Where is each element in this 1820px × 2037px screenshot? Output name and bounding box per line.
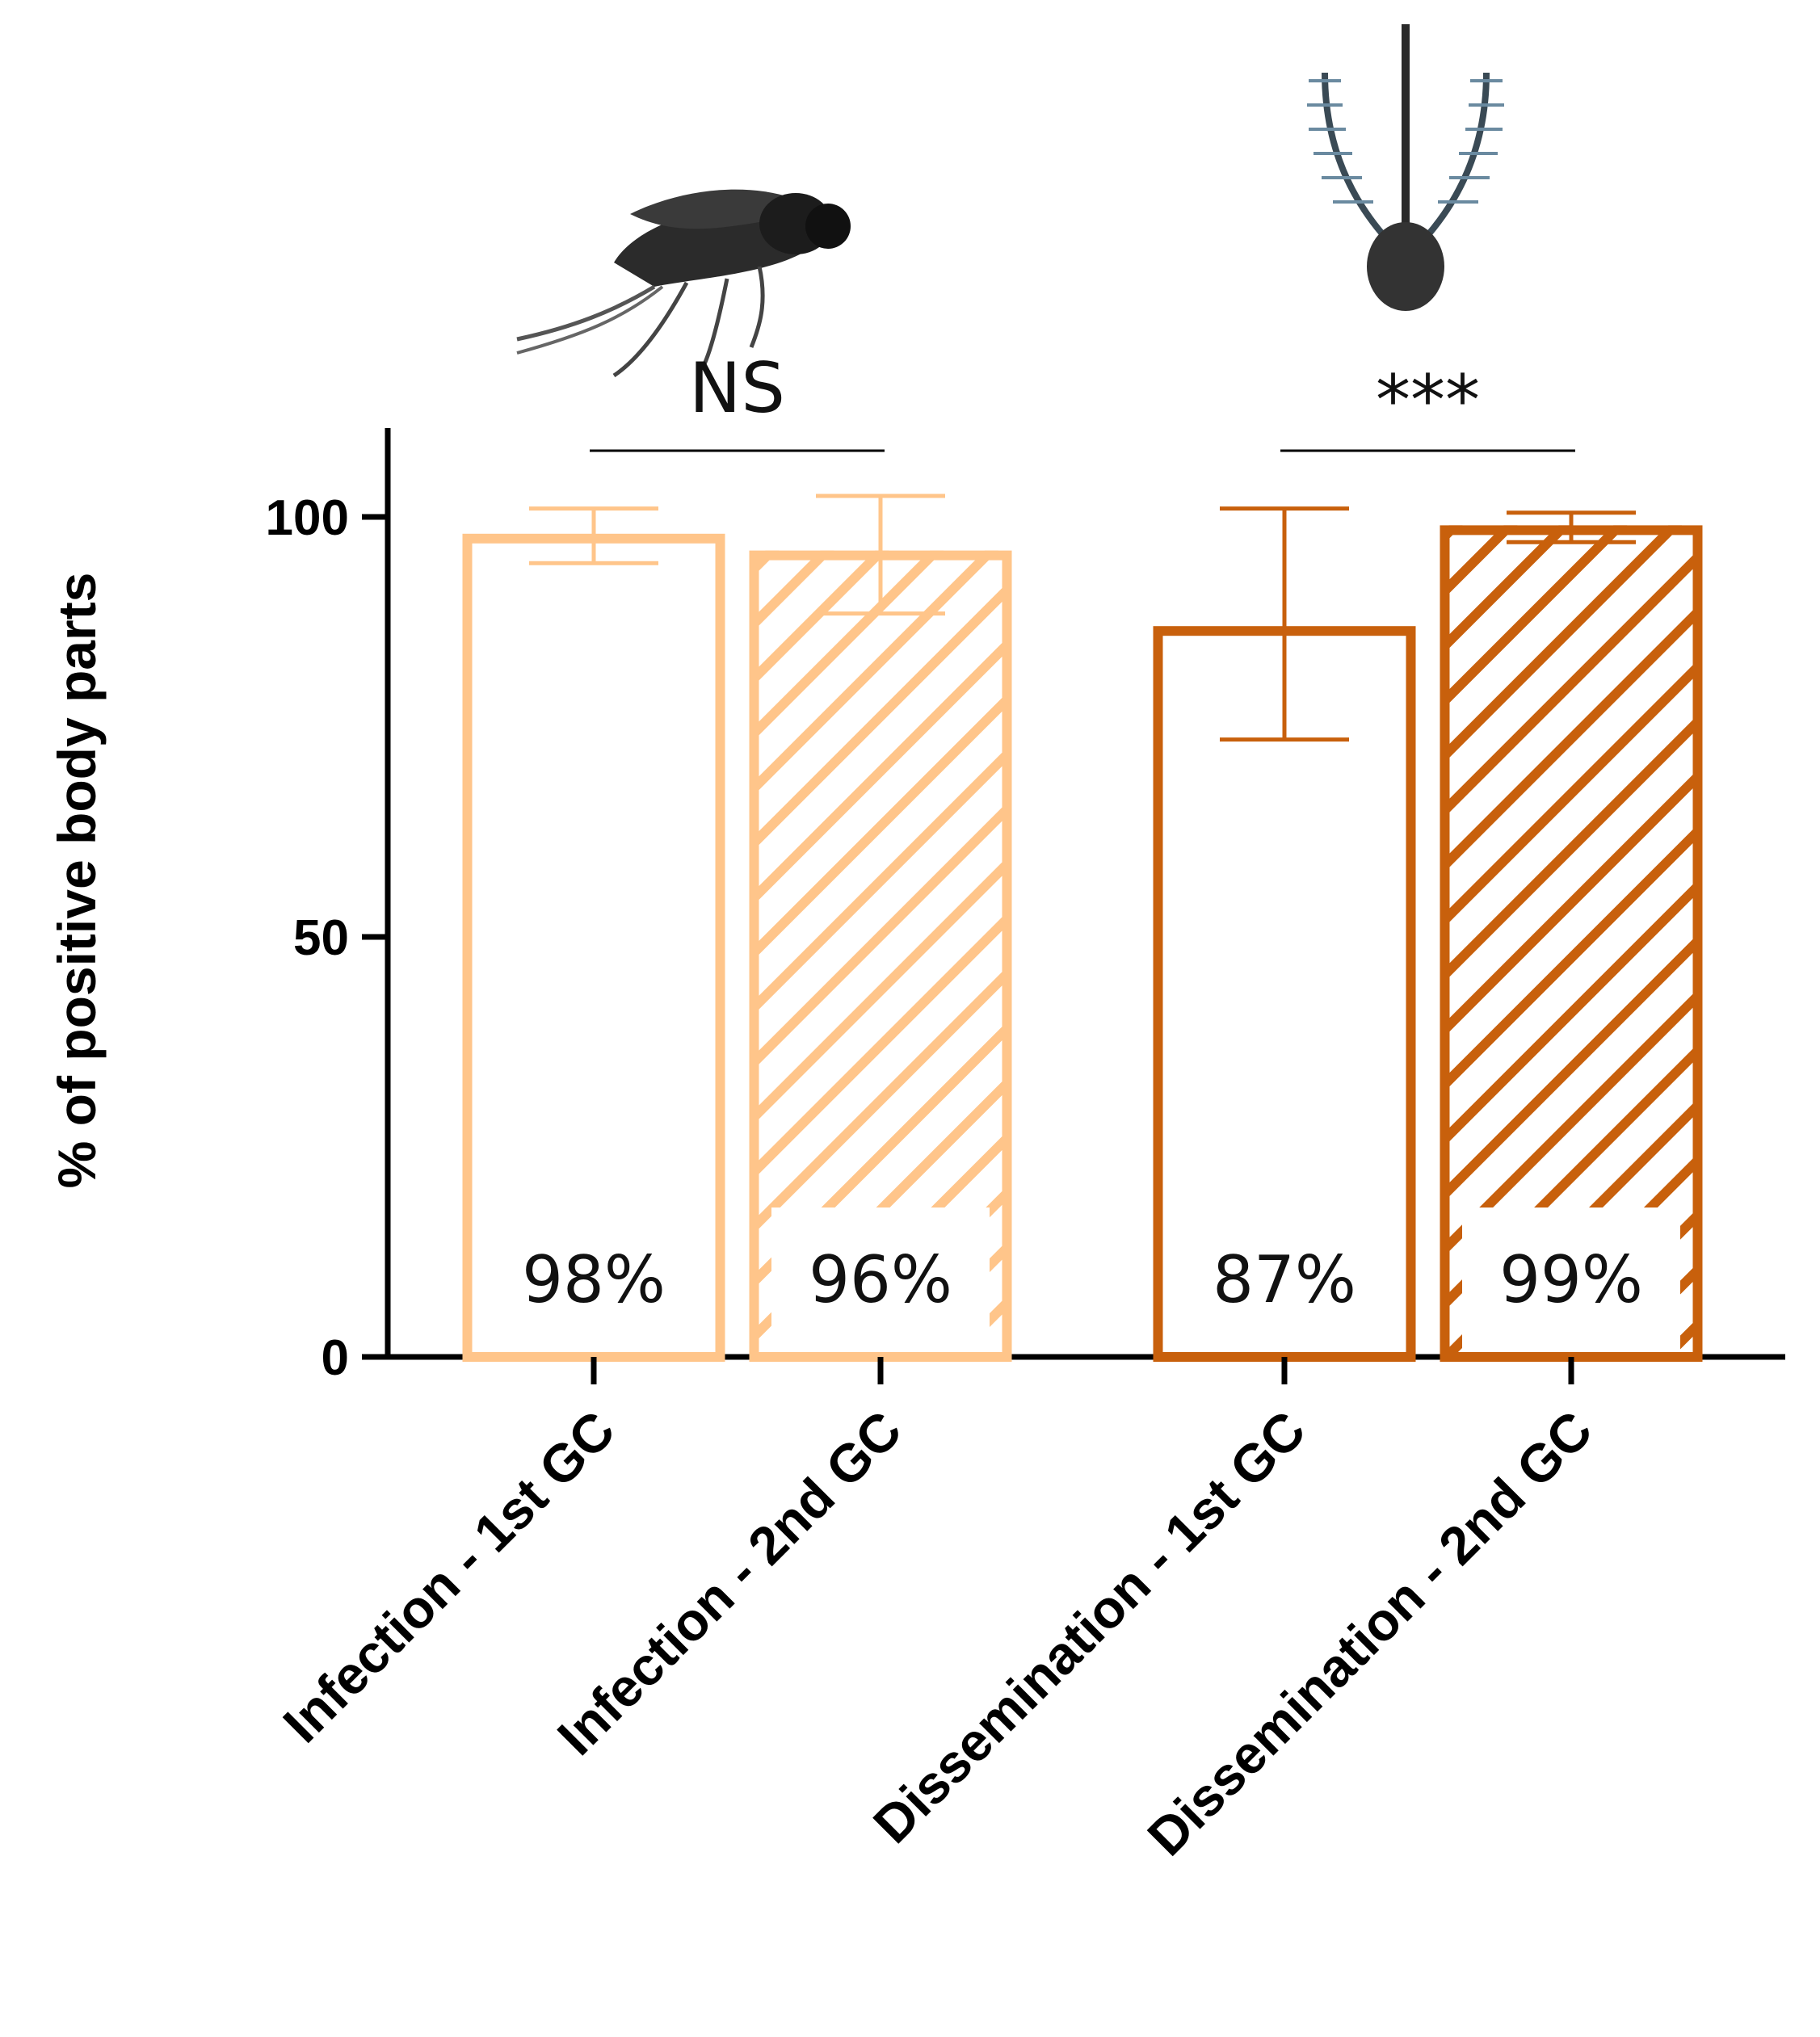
error-bar-1 (529, 506, 658, 565)
data-label-1: 98% (522, 1242, 666, 1317)
error-bar-3 (1220, 506, 1349, 742)
bar-2 (749, 550, 1012, 1362)
significance-1: NS (590, 348, 885, 452)
y-tick-label: 0 (322, 1330, 349, 1386)
label-backdrop (771, 1208, 990, 1357)
data-label-3: 87% (1213, 1242, 1356, 1317)
significance-label: NS (689, 348, 785, 429)
data-label-4: 99% (1499, 1242, 1643, 1317)
significance-label: *** (1376, 360, 1480, 441)
y-axis-label: % of positive body parts (47, 573, 107, 1189)
bar-background (1153, 626, 1416, 1357)
mosquito-icon (516, 189, 851, 378)
error-bar-2 (816, 494, 945, 616)
bar-background (462, 533, 725, 1357)
mosquito-head-icon (1307, 24, 1504, 311)
y-tick-label: 100 (266, 490, 349, 546)
label-backdrop (1462, 1208, 1680, 1357)
y-tick-label: 50 (293, 910, 349, 966)
data-label-2: 96% (809, 1242, 952, 1317)
significance-2: *** (1280, 360, 1575, 452)
bar-4 (1440, 525, 1703, 1362)
error-bar-4 (1507, 510, 1636, 544)
bar-1 (462, 533, 725, 1362)
